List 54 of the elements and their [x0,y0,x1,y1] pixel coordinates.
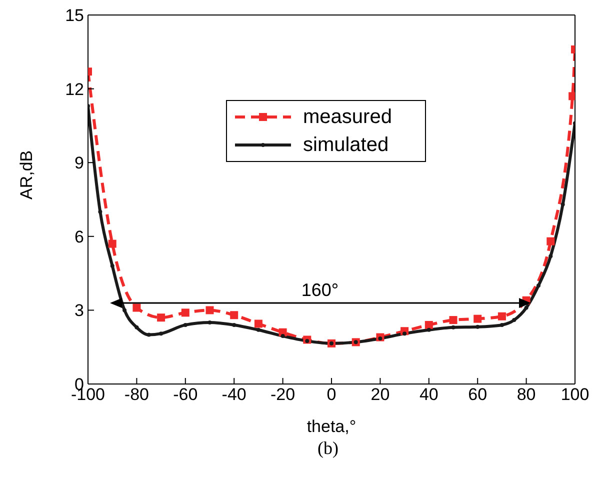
point [426,328,431,332]
point [254,320,262,328]
x-tick-label: 100 [560,385,590,404]
point [449,316,458,324]
point [157,314,166,322]
y-tick-label: 15 [65,6,84,26]
y-tick-label: 9 [74,154,84,173]
point [181,308,190,317]
point [183,322,188,327]
point [402,332,407,336]
x-tick-label: -40 [222,385,246,404]
point [512,318,516,322]
x-tick-label: 0 [326,385,336,404]
point [536,284,540,288]
text: (b) [316,438,340,459]
point [146,332,151,337]
point [159,332,164,336]
y-axis-title: AR,dB [17,150,36,200]
point [206,306,214,314]
point [476,324,480,329]
x-tick-label: -60 [173,385,198,404]
y-tick-label: 12 [65,80,84,99]
x-tick-label: 80 [516,385,536,404]
point [500,322,504,327]
point [498,312,506,320]
point [230,311,238,320]
point [280,334,285,338]
point [424,320,433,329]
point [524,306,528,310]
annotation: 160° [301,280,339,300]
point [474,314,482,323]
x-tick-label: 40 [419,385,438,404]
point [110,264,114,268]
x-tick-label: -20 [270,385,296,404]
point [548,254,553,258]
point [122,308,127,312]
point [208,320,212,324]
point [451,325,456,330]
legend-label: simulated [303,134,389,156]
x-tick-label: 60 [468,385,488,404]
y-tick-label: 6 [74,227,84,246]
point [232,322,236,327]
x-axis-title: theta,° [306,417,356,436]
point [546,237,555,246]
x-tick-label: 20 [370,385,390,404]
y-tick-label: 3 [74,301,84,320]
point [108,240,116,248]
point [132,304,141,312]
x-tick-label: -80 [124,385,149,404]
point [98,210,102,214]
point [256,328,260,332]
legend-label: measured [303,106,392,128]
point [134,325,139,330]
point [560,202,565,206]
